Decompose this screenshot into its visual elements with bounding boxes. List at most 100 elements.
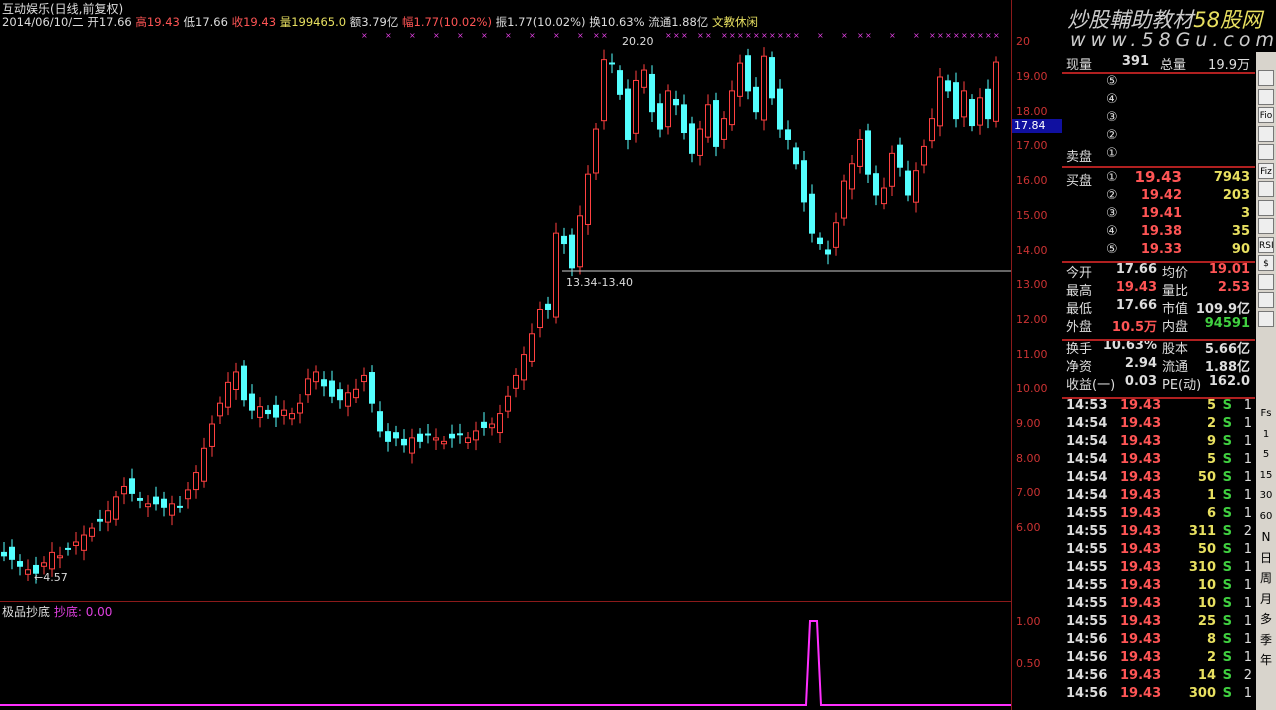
quote-panel: 现量 391 总量 19.9万 ⑤ ④ ③ ② ① 卖盘 买盘 ① 19.43 7943 ② 19.42 203…: [1062, 52, 1255, 710]
quote-cell: 1: [1243, 470, 1252, 485]
wave-icon[interactable]: [1258, 218, 1274, 234]
candle-body: [969, 99, 975, 127]
candle-body: [257, 406, 263, 418]
divider: [1062, 261, 1255, 263]
quote-row: 买盘 ① 19.43 7943: [1066, 168, 1252, 189]
quote-cell: 净资: [1066, 360, 1093, 375]
candle-body: [705, 104, 711, 138]
plus-icon[interactable]: [1258, 292, 1274, 308]
signal-marker: ×: [529, 31, 536, 40]
period-button-7[interactable]: 日: [1259, 550, 1272, 565]
quote-cell: 2.94: [1124, 356, 1157, 371]
quote-row: 换手 10.63% 股本 5.66亿: [1066, 338, 1252, 357]
quote-cell: 162.0: [1208, 374, 1250, 389]
signal-marker: ×: [665, 31, 672, 40]
candle-body: [345, 392, 351, 407]
period-button-0[interactable]: Fs: [1260, 408, 1272, 419]
quote-row: ②: [1066, 128, 1252, 146]
fx-icon[interactable]: [1258, 181, 1274, 197]
signal-marker: ×: [945, 31, 952, 40]
candle-body: [945, 80, 951, 92]
rsi-icon[interactable]: RSI: [1258, 236, 1274, 253]
fiz-icon[interactable]: Fiz: [1258, 162, 1274, 179]
indicator-title: 极品抄底 抄底: 0.00: [2, 603, 112, 620]
period-button-3[interactable]: 15: [1259, 469, 1273, 481]
quote-cell: 19.43: [1120, 452, 1162, 467]
quote-row: 14:55 19.43 50 S 1: [1066, 542, 1252, 560]
sector: 文教休闲: [711, 15, 758, 29]
quote-cell: 1: [1243, 416, 1252, 431]
quote-cell: 1: [1243, 614, 1252, 629]
quote-cell: 3: [1240, 206, 1250, 221]
period-button-6[interactable]: N: [1261, 530, 1271, 544]
quote-cell: 391: [1121, 54, 1149, 69]
candle-body: [185, 489, 191, 500]
period-button-12[interactable]: 年: [1259, 653, 1272, 667]
quote-row: 14:53 19.43 5 S 1: [1066, 398, 1252, 416]
divider: [1062, 397, 1255, 399]
quote-cell: 50: [1197, 542, 1216, 557]
quote-cell: 14:53: [1066, 398, 1108, 413]
period-button-5[interactable]: 60: [1259, 510, 1273, 522]
pencil-icon[interactable]: [1258, 310, 1274, 327]
quote-cell: 19.9万: [1208, 58, 1250, 73]
quote-cell: 19.43: [1115, 280, 1157, 295]
candle-body: [665, 90, 671, 128]
candle-body: [777, 88, 783, 130]
-icon[interactable]: $: [1258, 255, 1274, 271]
candle-body: [537, 308, 543, 329]
candle-body: [329, 380, 335, 397]
move-icon[interactable]: [1258, 273, 1274, 290]
candle-body: [825, 249, 831, 255]
candlestick-chart[interactable]: × × × × × × × × × × × × × × × × × × × × × × × × × × × × × × × × × × × × × × × ×…: [0, 0, 1011, 710]
period-button-4[interactable]: 30: [1259, 490, 1273, 501]
book-icon[interactable]: [1258, 144, 1274, 160]
candle-body: [569, 234, 575, 269]
quote-row: ② 19.42 203: [1066, 188, 1252, 206]
period-button-10[interactable]: 多: [1259, 612, 1272, 626]
candle-body: [857, 138, 863, 167]
quote-cell: 19.43: [1120, 614, 1162, 629]
candle-body: [769, 57, 775, 99]
candle-body: [161, 498, 167, 508]
quote-row: ③ 19.41 3: [1066, 206, 1252, 224]
quote-cell: 1: [1206, 488, 1216, 503]
quote-cell: 市值: [1162, 302, 1189, 317]
candle-body: [633, 79, 639, 134]
period-button-1[interactable]: 1: [1262, 428, 1270, 440]
quote-cell: S: [1222, 614, 1232, 629]
gap-label: 13.34-13.40: [566, 276, 633, 289]
period-button-11[interactable]: 季: [1259, 632, 1272, 647]
signal-marker: ×: [769, 31, 776, 40]
signal-marker: ×: [817, 31, 824, 40]
price-tick: 16.00: [1016, 174, 1048, 188]
zoom-icon[interactable]: [1258, 199, 1274, 216]
note-icon[interactable]: [1258, 125, 1274, 142]
period-button-2[interactable]: 5: [1262, 449, 1270, 460]
candle-body: [433, 437, 439, 441]
quote-cell: 外盘: [1066, 320, 1093, 335]
list-icon[interactable]: [1258, 88, 1274, 105]
quote-cell: 1: [1243, 506, 1252, 521]
quote-row: 最高 19.43 量比 2.53: [1066, 280, 1252, 299]
signal-marker: ×: [993, 31, 1000, 40]
quote-cell: 收益(一): [1066, 378, 1116, 393]
quote-cell: 14:55: [1066, 542, 1108, 557]
price-tick: 15.00: [1016, 208, 1048, 222]
fio-icon[interactable]: Fio: [1258, 107, 1274, 123]
candle-body: [297, 402, 303, 414]
quote-cell: 19.01: [1208, 262, 1250, 277]
candle-body: [641, 69, 647, 88]
quote-cell: 14:54: [1066, 434, 1108, 449]
period-button-9[interactable]: 月: [1259, 591, 1272, 606]
quote-cell: 14:55: [1066, 506, 1108, 521]
quote-cell: 19.43: [1120, 398, 1162, 413]
signal-marker: ×: [673, 31, 680, 40]
quote-cell: S: [1222, 686, 1232, 701]
period-button-8[interactable]: 周: [1259, 571, 1272, 585]
quote-cell: 10: [1197, 596, 1216, 611]
candle-icon[interactable]: [1258, 70, 1274, 86]
min-price-label: ←4.57: [34, 571, 68, 584]
candle-body: [649, 73, 655, 113]
quote-cell: 19.43: [1120, 434, 1162, 449]
